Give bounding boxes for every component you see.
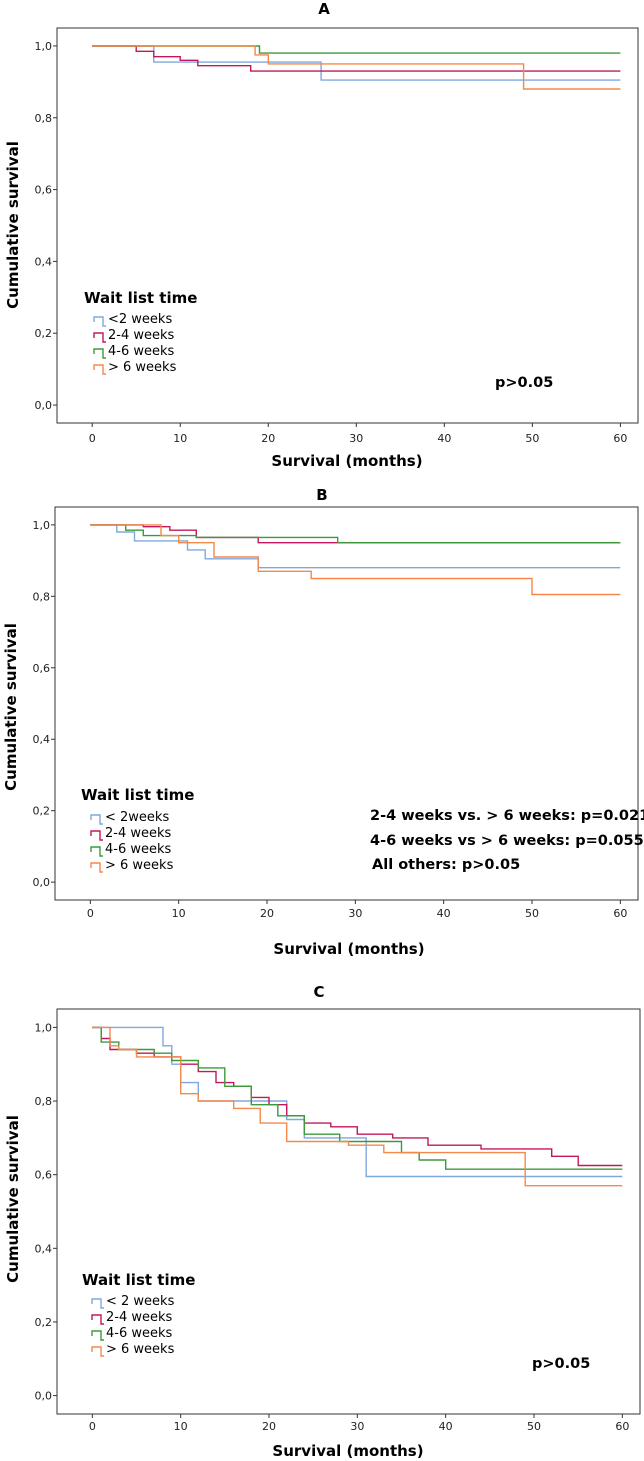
y-tick-label: 0,6 bbox=[33, 662, 51, 675]
legend-swatch-3 bbox=[93, 348, 106, 359]
legend-label-4: > 6 weeks bbox=[108, 360, 177, 375]
legend-title: Wait list time bbox=[82, 1271, 195, 1289]
legend-label-1: < 2 weeks bbox=[106, 1294, 175, 1309]
annotation-1: 2-4 weeks vs. > 6 weeks: p=0.021 bbox=[370, 808, 644, 824]
legend-label-2: 2-4 weeks bbox=[106, 1310, 173, 1325]
series-line-2 bbox=[92, 45, 621, 72]
annotation-1: p>0.05 bbox=[532, 1356, 590, 1372]
legend-label-2: 2-4 weeks bbox=[105, 826, 172, 841]
legend-title: Wait list time bbox=[81, 786, 194, 804]
legend-swatch-2 bbox=[90, 830, 103, 841]
y-tick-label: 0,4 bbox=[35, 255, 53, 268]
legend-swatch-1 bbox=[90, 814, 103, 825]
y-tick-label: 0,6 bbox=[35, 1169, 53, 1182]
series-line-4 bbox=[92, 1026, 623, 1187]
y-axis-label: Cumulative survival bbox=[4, 1115, 22, 1283]
x-axis-label: Survival (months) bbox=[271, 452, 422, 470]
x-tick-label: 60 bbox=[613, 432, 627, 445]
annotation-1: p>0.05 bbox=[495, 375, 553, 391]
y-axis-label: Cumulative survival bbox=[2, 623, 20, 791]
x-tick-label: 10 bbox=[172, 907, 186, 920]
y-tick-label: 0,6 bbox=[35, 184, 53, 197]
legend-label-3: 4-6 weeks bbox=[106, 1326, 173, 1341]
legend-swatch-4 bbox=[90, 862, 103, 873]
x-tick-label: 20 bbox=[261, 432, 275, 445]
x-axis-label: Survival (months) bbox=[273, 940, 424, 958]
x-tick-label: 40 bbox=[437, 432, 451, 445]
chart-title: C bbox=[313, 983, 324, 1001]
x-tick-label: 50 bbox=[525, 432, 539, 445]
x-tick-label: 20 bbox=[262, 1420, 276, 1433]
y-tick-label: 0,4 bbox=[35, 1242, 53, 1255]
x-tick-label: 0 bbox=[87, 907, 94, 920]
x-tick-label: 40 bbox=[439, 1420, 453, 1433]
legend-swatch-4 bbox=[93, 364, 106, 375]
legend-swatch-1 bbox=[93, 316, 106, 327]
x-tick-label: 10 bbox=[174, 1420, 188, 1433]
legend-label-3: 4-6 weeks bbox=[108, 344, 175, 359]
x-tick-label: 30 bbox=[348, 907, 362, 920]
x-tick-label: 0 bbox=[89, 1420, 96, 1433]
plot-frame bbox=[54, 506, 639, 901]
x-tick-label: 20 bbox=[260, 907, 274, 920]
x-tick-label: 30 bbox=[350, 1420, 364, 1433]
x-tick-label: 0 bbox=[89, 432, 96, 445]
y-tick-label: 1,0 bbox=[35, 40, 53, 53]
y-tick-label: 0,8 bbox=[33, 590, 51, 603]
x-tick-label: 40 bbox=[437, 907, 451, 920]
legend-title: Wait list time bbox=[84, 289, 197, 307]
chart-title: A bbox=[318, 0, 330, 18]
annotation-3: All others: p>0.05 bbox=[372, 857, 520, 873]
y-tick-label: 0,0 bbox=[35, 399, 53, 412]
series-line-4 bbox=[92, 45, 621, 90]
km-chart-c: C Cumulative survival Survival (months) … bbox=[4, 983, 641, 1460]
x-tick-label: 50 bbox=[525, 907, 539, 920]
series-line-3 bbox=[92, 1026, 623, 1170]
y-tick-label: 0,4 bbox=[33, 733, 51, 746]
legend-label-1: <2 weeks bbox=[108, 312, 172, 327]
y-tick-label: 0,8 bbox=[35, 1095, 53, 1108]
y-tick-label: 0,2 bbox=[35, 1316, 53, 1329]
x-tick-label: 60 bbox=[613, 907, 627, 920]
x-tick-label: 50 bbox=[527, 1420, 541, 1433]
y-tick-label: 1,0 bbox=[33, 519, 51, 532]
series-line-2 bbox=[90, 524, 621, 544]
legend-swatch-3 bbox=[90, 846, 103, 857]
y-tick-label: 0,2 bbox=[33, 805, 51, 818]
x-tick-label: 30 bbox=[349, 432, 363, 445]
x-tick-label: 60 bbox=[615, 1420, 629, 1433]
series-line-1 bbox=[92, 45, 621, 81]
panel-a: A Cumulative survival Survival (months) … bbox=[0, 0, 644, 487]
annotation-2: 4-6 weeks vs > 6 weeks: p=0.055 bbox=[370, 833, 644, 849]
panel-c: C Cumulative survival Survival (months) … bbox=[0, 974, 644, 1461]
series-line-1 bbox=[90, 524, 621, 569]
legend-label-2: 2-4 weeks bbox=[108, 328, 175, 343]
series-line-4 bbox=[90, 524, 621, 596]
x-tick-label: 10 bbox=[173, 432, 187, 445]
legend-label-3: 4-6 weeks bbox=[105, 842, 172, 857]
x-axis-label: Survival (months) bbox=[272, 1442, 423, 1460]
y-tick-label: 1,0 bbox=[35, 1021, 53, 1034]
series-line-1 bbox=[92, 1026, 623, 1178]
km-chart-a: A Cumulative survival Survival (months) … bbox=[4, 0, 639, 470]
km-chart-b: B Cumulative survival Survival (months) … bbox=[2, 487, 644, 958]
legend-swatch-3 bbox=[91, 1330, 104, 1341]
chart-title: B bbox=[316, 487, 327, 504]
legend-swatch-2 bbox=[93, 332, 106, 343]
y-axis-label: Cumulative survival bbox=[4, 141, 22, 309]
y-tick-label: 0,0 bbox=[33, 876, 51, 889]
y-tick-label: 0,0 bbox=[35, 1390, 53, 1403]
legend-swatch-2 bbox=[91, 1314, 104, 1325]
legend-label-4: > 6 weeks bbox=[105, 858, 174, 873]
legend-label-1: < 2weeks bbox=[105, 810, 169, 825]
legend-swatch-1 bbox=[91, 1298, 104, 1309]
y-tick-label: 0,8 bbox=[35, 112, 53, 125]
panel-b: B Cumulative survival Survival (months) … bbox=[0, 487, 644, 974]
y-tick-label: 0,2 bbox=[35, 327, 53, 340]
legend-label-4: > 6 weeks bbox=[106, 1342, 175, 1357]
plot-frame bbox=[56, 1008, 641, 1415]
series-line-3 bbox=[92, 45, 621, 54]
plot-frame bbox=[56, 27, 639, 424]
legend-swatch-4 bbox=[91, 1346, 104, 1357]
